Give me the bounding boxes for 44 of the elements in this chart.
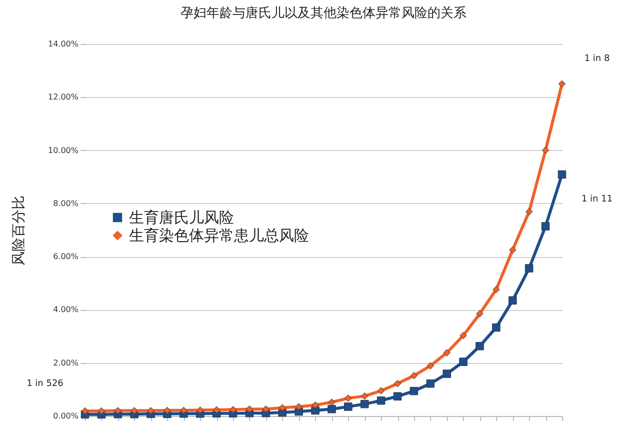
y-tick-label: 8.00%	[53, 198, 79, 208]
point	[526, 208, 533, 216]
legend-label: 生育染色体异常患儿总风险	[129, 226, 309, 244]
point	[410, 372, 418, 380]
point	[212, 406, 220, 414]
point	[278, 404, 286, 412]
point	[492, 286, 500, 294]
y-tick-label: 6.00%	[53, 252, 79, 262]
legend-label: 生育唐氏儿风险	[129, 208, 234, 226]
text: 1 in 526	[26, 378, 64, 389]
point	[476, 310, 484, 318]
point	[262, 405, 270, 413]
point	[114, 407, 122, 414]
point	[246, 405, 254, 413]
point	[426, 362, 434, 370]
point	[147, 407, 154, 414]
point	[164, 406, 171, 414]
y-tick-label: 10.00%	[48, 146, 79, 155]
y-axis-title: 风险百分比	[10, 196, 27, 266]
point	[509, 246, 516, 254]
point	[394, 380, 402, 388]
chart-title: 孕妇年龄与唐氏儿以及其他染色体异常风险的关系	[180, 6, 466, 21]
point	[344, 394, 352, 402]
point	[312, 402, 319, 409]
point	[542, 146, 550, 154]
point	[295, 403, 302, 410]
point	[328, 398, 336, 406]
y-tick-label: 14.00%	[48, 40, 79, 48]
point	[130, 407, 138, 414]
y-tick-label: 12.00%	[48, 92, 79, 102]
point	[361, 392, 368, 400]
y-tick-label: 4.00%	[53, 305, 79, 314]
point	[558, 80, 566, 88]
text: 1 in 8	[584, 54, 610, 64]
point	[443, 349, 450, 356]
y-tick-label: 0.00%	[53, 412, 79, 420]
point	[229, 406, 237, 414]
point	[180, 406, 188, 414]
point	[196, 406, 204, 414]
point	[460, 332, 467, 340]
y-tick-label: 2.00%	[53, 358, 79, 368]
point	[377, 387, 385, 394]
point	[98, 407, 106, 415]
text: 1 in 11	[581, 194, 613, 204]
